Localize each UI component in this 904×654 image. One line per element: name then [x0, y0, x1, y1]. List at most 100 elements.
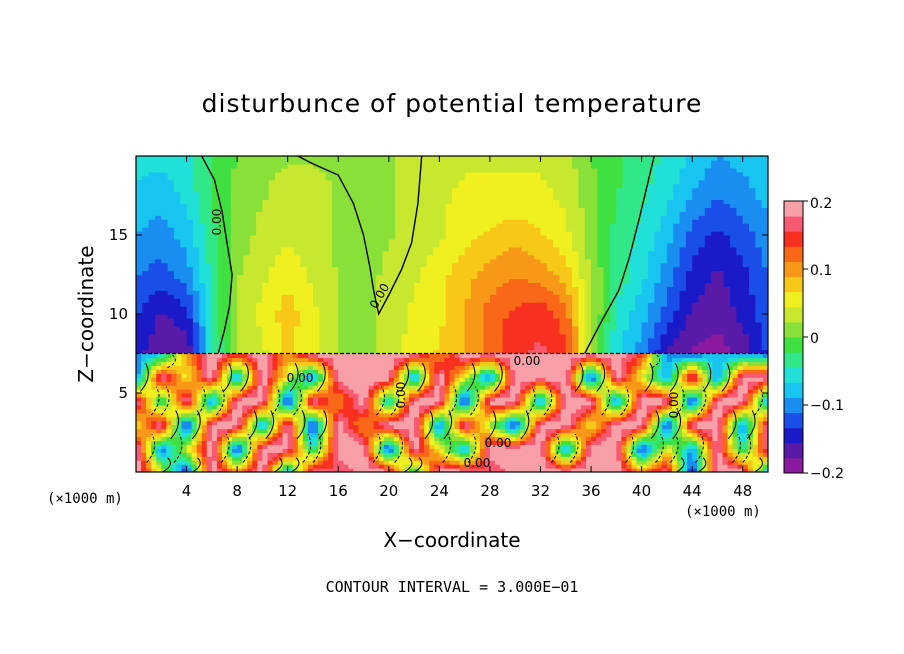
field-cell — [610, 325, 617, 331]
field-cell — [376, 274, 384, 280]
field-cell — [256, 286, 263, 291]
field-cell — [730, 171, 737, 177]
field-cell — [148, 270, 156, 276]
field-cell — [591, 325, 598, 331]
field-cell — [344, 199, 352, 204]
field-cell — [496, 329, 504, 335]
field-cell — [470, 227, 478, 232]
field-cell — [641, 270, 649, 276]
field-cell — [597, 238, 605, 244]
field-cell — [673, 258, 681, 264]
field-cell — [192, 211, 200, 216]
field-cell — [666, 179, 674, 185]
field-cell — [521, 156, 529, 161]
field-cell — [325, 207, 333, 212]
field-cell — [363, 321, 371, 327]
field-cell — [489, 242, 497, 248]
field-cell — [275, 195, 282, 201]
field-cell — [300, 211, 308, 216]
field-cell — [730, 298, 737, 303]
field-cell — [180, 317, 188, 323]
field-cell — [458, 306, 466, 311]
field-cell — [565, 235, 573, 240]
field-cell — [666, 191, 674, 197]
field-cell — [666, 195, 674, 201]
field-cell — [489, 321, 497, 327]
field-cell — [610, 215, 617, 220]
field-cell — [268, 306, 276, 311]
field-cell — [628, 171, 636, 177]
field-cell — [395, 314, 403, 319]
field-cell — [515, 242, 523, 248]
field-cell — [180, 223, 188, 228]
field-cell — [262, 250, 270, 256]
field-cell — [502, 345, 510, 351]
field-cell — [154, 290, 162, 295]
field-cell — [578, 321, 586, 327]
field-cell — [230, 211, 238, 216]
field-cell — [635, 238, 643, 244]
field-cell — [704, 171, 712, 177]
field-cell — [192, 238, 200, 244]
field-cell — [173, 187, 181, 193]
field-cell — [489, 349, 497, 355]
field-cell — [553, 341, 561, 347]
field-cell — [388, 195, 396, 201]
field-cell — [755, 199, 763, 204]
field-cell — [325, 238, 333, 244]
field-cell — [192, 223, 200, 228]
field-cell — [470, 258, 478, 264]
field-cell — [180, 270, 188, 276]
field-cell — [205, 187, 213, 193]
field-cell — [205, 219, 213, 224]
field-cell — [508, 250, 516, 256]
field-cell — [698, 290, 706, 295]
field-cell — [521, 199, 529, 204]
field-cell — [610, 219, 617, 224]
field-cell — [218, 242, 226, 248]
field-cell — [350, 219, 358, 224]
field-cell — [704, 317, 712, 323]
field-cell — [382, 266, 390, 272]
field-cell — [300, 274, 308, 280]
field-cell — [262, 203, 270, 208]
field-cell — [357, 317, 365, 323]
field-cell — [489, 274, 497, 280]
field-cell — [363, 266, 371, 272]
field-cell — [704, 286, 712, 291]
field-cell — [275, 171, 282, 177]
field-cell — [521, 167, 529, 173]
field-cell — [597, 298, 605, 303]
field-cell — [433, 329, 440, 335]
field-cell — [407, 258, 415, 264]
field-cell — [742, 219, 750, 224]
field-cell — [230, 175, 238, 181]
field-cell — [635, 274, 643, 280]
field-cell — [331, 187, 339, 193]
field-cell — [350, 187, 358, 193]
field-cell — [445, 223, 453, 228]
field-cell — [698, 215, 706, 220]
field-cell — [136, 270, 143, 276]
field-cell — [616, 298, 624, 303]
field-cell — [527, 349, 535, 355]
field-cell — [502, 278, 510, 283]
field-cell — [249, 203, 257, 208]
field-cell — [344, 179, 352, 185]
field-cell — [553, 310, 561, 315]
field-cell — [376, 345, 384, 351]
field-cell — [275, 199, 282, 204]
field-cell — [527, 183, 535, 189]
field-cell — [692, 310, 700, 315]
field-cell — [749, 179, 756, 185]
field-cell — [312, 317, 320, 323]
field-cell — [616, 317, 624, 323]
field-cell — [218, 345, 226, 351]
field-cell — [407, 215, 415, 220]
field-cell — [262, 306, 270, 311]
field-cell — [736, 302, 744, 307]
field-cell — [199, 258, 207, 264]
field-cell — [527, 163, 535, 169]
field-cell — [534, 333, 542, 339]
field-cell — [496, 203, 504, 208]
